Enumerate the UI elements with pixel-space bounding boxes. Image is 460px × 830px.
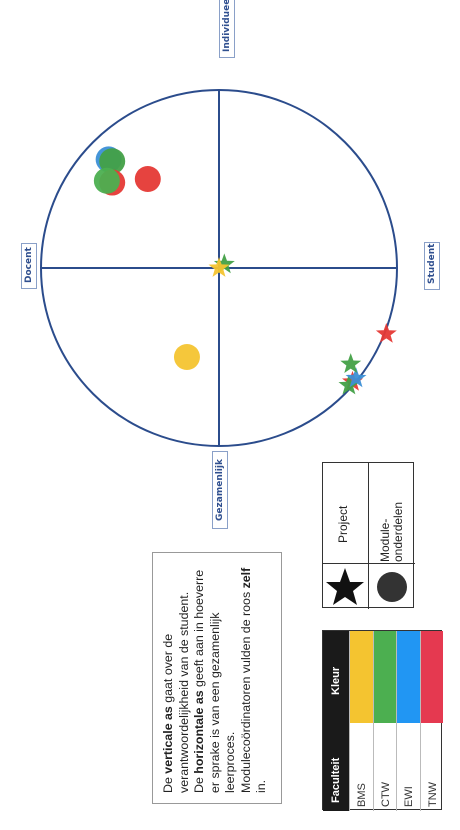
header-faculty: Faculteit (330, 741, 342, 803)
explanation-box: De verticale as gaat over de verantwoord… (152, 552, 282, 804)
faculty-color-swatch (350, 631, 373, 723)
header-color: Kleur (330, 639, 342, 695)
point-circle-4 (135, 166, 161, 192)
point-star-12 (376, 323, 397, 343)
point-circle-5 (174, 344, 200, 370)
faculty-color-swatch (421, 631, 444, 723)
faculty-color-swatch (374, 631, 397, 723)
axis-label-top: Individueel (219, 0, 235, 58)
faculty-row-bms: BMS (349, 631, 373, 811)
axis-label-left: Docent (21, 243, 37, 289)
shape-legend: Project Module-onderdelen (322, 462, 414, 608)
explanation-line-2: De horizontale as geeft aan in hoeverre … (192, 570, 237, 793)
faculty-name-label: EWI (403, 747, 415, 807)
module-circle-icon (370, 565, 414, 609)
faculty-row-ctw: CTW (373, 631, 397, 811)
point-star-11 (340, 353, 361, 373)
explanation-line-1: De verticale as gaat over de verantwoord… (161, 592, 191, 793)
faculty-row-tnw: TNW (420, 631, 444, 811)
faculty-color-swatch (397, 631, 420, 723)
legend-module-label: Module-onderdelen (379, 468, 407, 562)
project-star-icon (323, 565, 367, 609)
axis-label-right: Student (424, 242, 440, 290)
points-layer (94, 146, 397, 394)
point-circle-3 (94, 168, 120, 194)
axis-label-bottom: Gezamenlijk (212, 451, 228, 529)
explanation-line-3: Modulecoördinatoren vulden de roos zelf … (239, 568, 269, 793)
faculty-name-label: TNW (427, 747, 439, 807)
faculty-legend: Faculteit Kleur BMS CTW EWI TNW (322, 630, 442, 810)
faculty-name-label: CTW (380, 747, 392, 807)
faculty-name-label: BMS (356, 747, 368, 807)
faculty-row-ewi: EWI (396, 631, 420, 811)
legend-project-label: Project (336, 473, 354, 543)
